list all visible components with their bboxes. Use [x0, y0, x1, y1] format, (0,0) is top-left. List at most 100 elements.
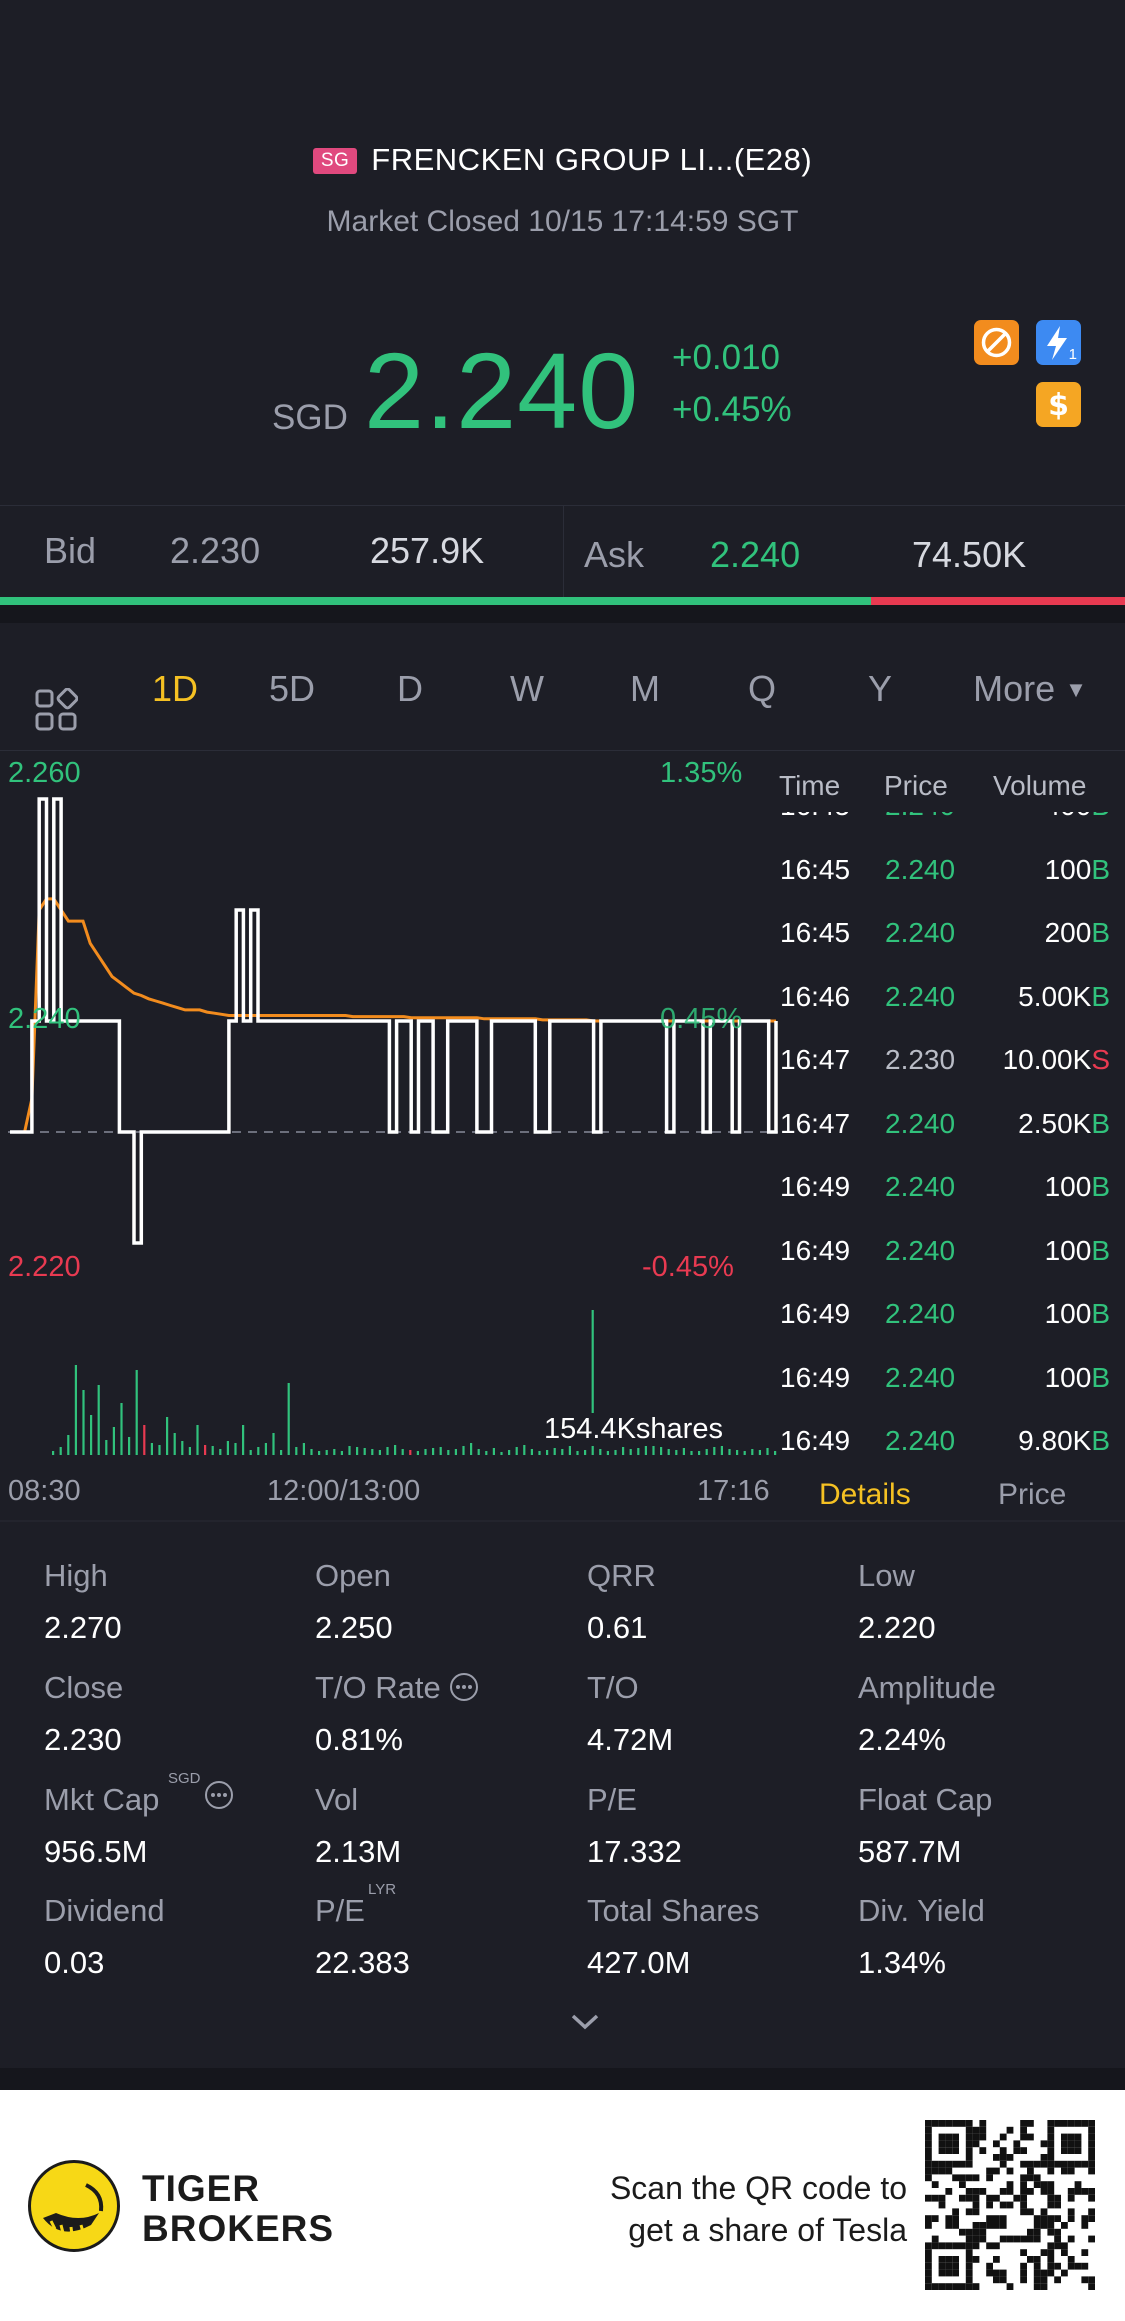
tick-volume-value: 400 [1045, 812, 1092, 821]
volume-bar [340, 1451, 343, 1455]
tick-row: 16:45 2.240 100B [760, 854, 1110, 917]
tick-price: 2.240 [885, 1234, 956, 1266]
last-price: 2.240 [364, 330, 640, 451]
stat-to-value: 4.72M [587, 1722, 674, 1757]
ask-size: 74.50K [912, 534, 1027, 575]
tick-volume-value: 2.50K [1018, 1107, 1092, 1139]
volume-bar [143, 1425, 146, 1455]
tick-price: 2.240 [885, 980, 956, 1012]
bid-price: 2.230 [170, 530, 261, 571]
period-tabs: 1D 5D D W M Q Y More ▼ [0, 660, 1125, 751]
stat-qrr-value: 0.61 [587, 1610, 648, 1645]
stat-close-value: 2.230 [44, 1722, 122, 1757]
no-short-icon[interactable] [974, 320, 1019, 365]
stat-tor-label[interactable]: T/O Rate [315, 1670, 479, 1706]
grid-icon[interactable] [34, 687, 79, 732]
stat-divyield-value: 1.34% [858, 1945, 946, 1980]
tab-m[interactable]: M [630, 668, 660, 709]
tab-5d[interactable]: 5D [268, 668, 316, 709]
bid-ask-divider [563, 506, 564, 598]
tick-price: 2.240 [885, 917, 956, 948]
volume-bar [713, 1447, 716, 1455]
qr-code-icon[interactable] [925, 2120, 1095, 2290]
tick-time: 16:46 [780, 980, 851, 1012]
volume-bar [515, 1447, 518, 1455]
tick-side: B [1091, 980, 1110, 1012]
dollar-icon[interactable]: $ [1036, 382, 1081, 427]
x-label-end: 17:16 [697, 1475, 770, 1507]
tick-row: 16:45 2.240 200B [760, 917, 1110, 980]
tab-details[interactable]: Details [819, 1478, 911, 1511]
tick-row: 16:45 2.240 400B [760, 812, 1110, 853]
stat-open-value: 2.250 [315, 1610, 393, 1645]
info-icon[interactable] [449, 1670, 479, 1705]
stat-mktcap-label: Mkt Cap [44, 1782, 160, 1817]
volume-bar [394, 1445, 397, 1455]
stat-divyield-label: Div. Yield [858, 1893, 985, 1928]
ticks-list[interactable]: 16:452.240400B16:452.240100B16:452.24020… [760, 812, 1125, 1455]
volume-bar [173, 1433, 176, 1455]
volume-bar [120, 1403, 123, 1455]
tick-time: 16:47 [780, 1044, 851, 1075]
tab-q[interactable]: Q [747, 668, 776, 709]
tick-side: B [1091, 853, 1110, 885]
info-icon[interactable] [204, 1780, 234, 1815]
volume-bar [758, 1450, 761, 1455]
volume-bar [546, 1450, 549, 1455]
ask-volume-bar [871, 597, 1125, 605]
tick-volume-value: 100 [1044, 1361, 1092, 1393]
volume-bar [371, 1449, 374, 1455]
col-price: Price [884, 770, 948, 801]
tab-y[interactable]: Y [867, 668, 892, 709]
tick-volume-value: 10.00K [1002, 1044, 1092, 1075]
tab-more[interactable]: More ▼ [955, 668, 1105, 710]
stat-pelyr-label: P/E [315, 1893, 365, 1928]
promo-footer: TIGER BROKERS Scan the QR code to get a … [0, 2090, 1125, 2321]
volume-bar [257, 1447, 260, 1455]
tick-price: 2.240 [885, 1171, 956, 1202]
volume-bar [614, 1450, 617, 1455]
volume-bar [743, 1451, 746, 1455]
tick-volume: 100B [1045, 1235, 1110, 1267]
stat-low-value: 2.220 [858, 1610, 936, 1645]
tick-volume-value: 100 [1044, 1298, 1092, 1329]
volume-bar [280, 1450, 283, 1455]
lightning-badge-count: 1 [1068, 346, 1077, 363]
stat-floatcap-value: 587.7M [858, 1834, 962, 1869]
volume-bar [310, 1449, 313, 1455]
tick-volume: 100B [1045, 1362, 1110, 1394]
brand-line2: BROKERS [142, 2208, 335, 2249]
volume-bar [211, 1446, 214, 1455]
stock-title[interactable]: SG FRENCKEN GROUP LI...(E28) [0, 142, 1125, 178]
volume-bar [196, 1425, 199, 1455]
scan-line1: Scan the QR code to [609, 2170, 907, 2206]
tab-d[interactable]: D [397, 668, 423, 709]
tick-price: 2.230 [885, 1044, 956, 1075]
volume-bar [128, 1437, 131, 1455]
volume-bar [523, 1445, 526, 1455]
tick-volume-value: 9.80K [1018, 1425, 1092, 1455]
tick-time: 16:47 [780, 1107, 851, 1139]
tab-w[interactable]: W [510, 668, 544, 709]
x-label-start: 08:30 [8, 1475, 81, 1507]
volume-bar [622, 1447, 625, 1455]
tab-1d[interactable]: 1D [151, 668, 199, 709]
volume-bar [500, 1452, 503, 1455]
tick-row: 16:49 2.240 100B [760, 1171, 1110, 1234]
lightning-icon[interactable]: 1 [1036, 320, 1081, 365]
tick-price: 2.240 [885, 1361, 956, 1393]
stat-mktcap-value: 956.5M [44, 1834, 148, 1869]
tab-price[interactable]: Price [998, 1478, 1067, 1511]
tick-price: 2.240 [885, 1425, 956, 1455]
volume-bar [470, 1443, 473, 1455]
volume-bar [561, 1449, 564, 1455]
volume-bar [158, 1445, 161, 1455]
stat-pelyr-value: 22.383 [315, 1945, 410, 1980]
volume-bar [462, 1446, 465, 1455]
expand-chevron-icon[interactable] [568, 2010, 602, 2034]
volume-bar [644, 1445, 647, 1455]
volume-bar [378, 1450, 381, 1455]
intraday-chart[interactable]: 2.260 1.35% 2.240 0.45% 2.220 -0.45% 154… [0, 755, 780, 1460]
price-line [10, 797, 778, 1245]
volume-bar [166, 1417, 169, 1455]
